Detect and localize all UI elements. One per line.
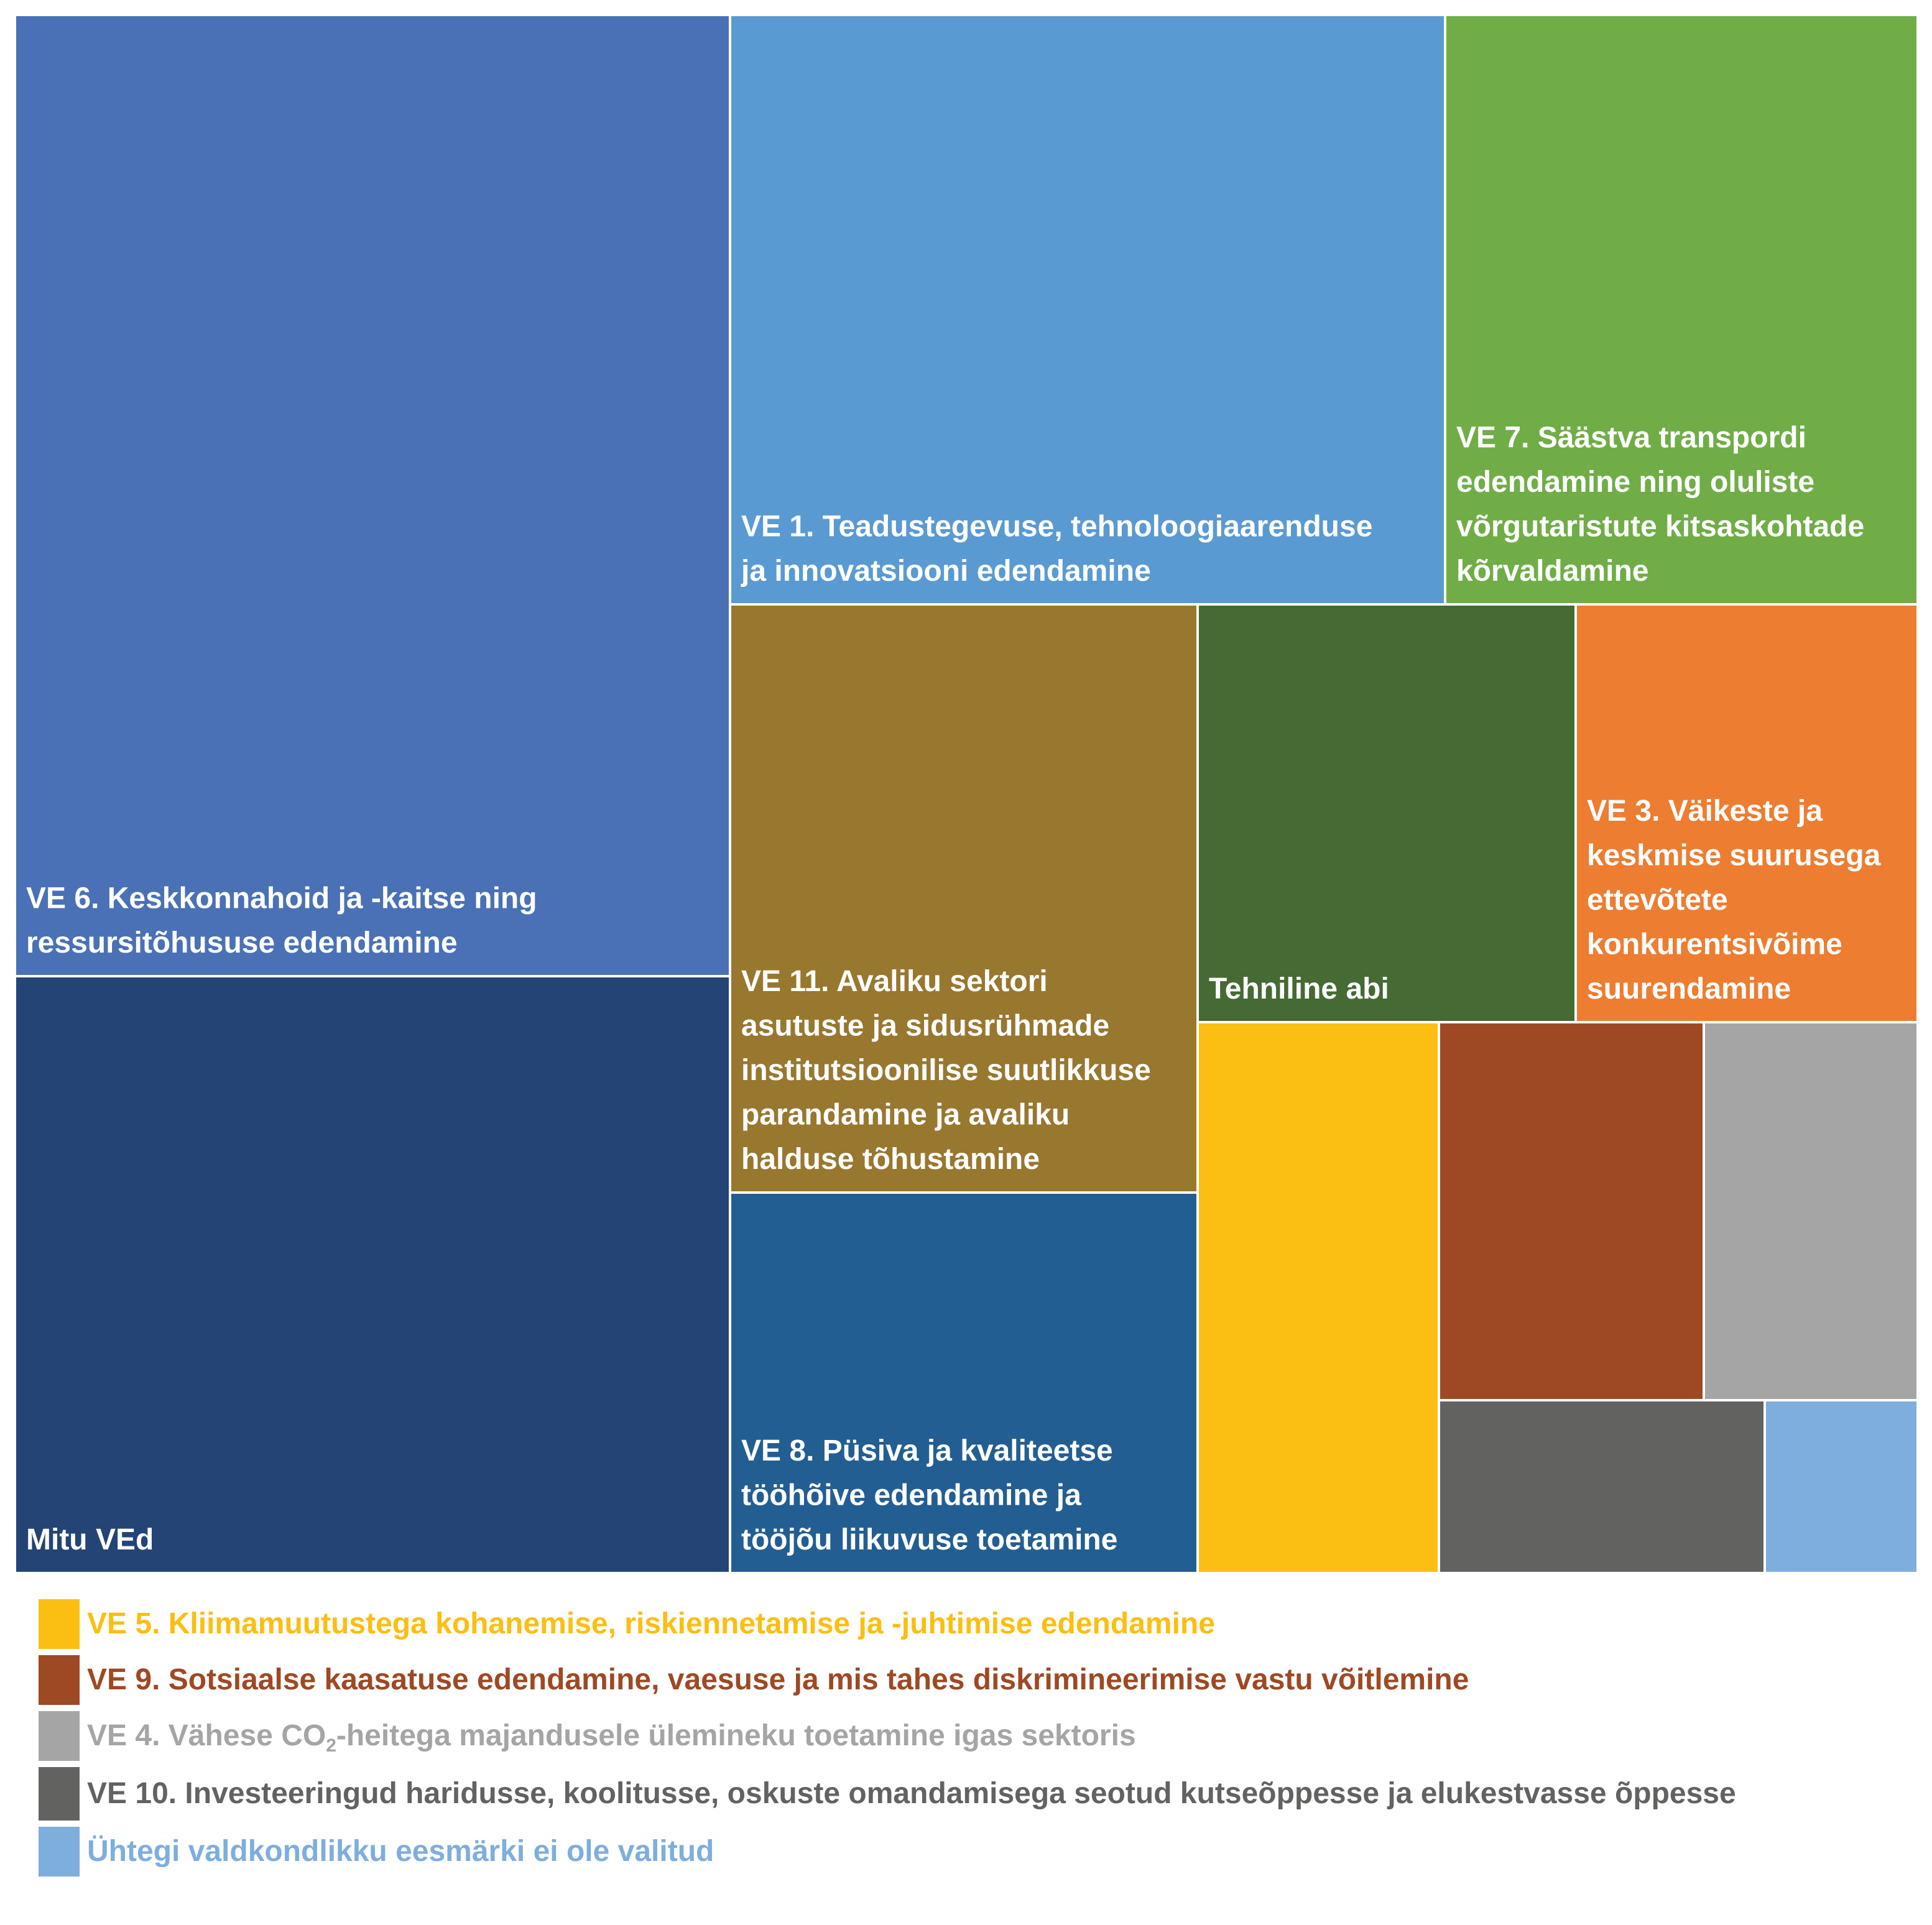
treemap-tiles xyxy=(14,14,1919,1574)
legend-swatch-ve5 xyxy=(39,1599,80,1649)
treemap-labels: VE 6. Keskkonnahoid ja -kaitse ning ressu… xyxy=(26,422,1881,1557)
legend-item-none: Ühtegi valdkondlikku eesmärki ei ole val… xyxy=(39,1827,1879,1877)
tile-none xyxy=(1763,1399,1919,1574)
tile-label-line: suurendamine xyxy=(1587,972,1791,1005)
tile-label-line: ressursitõhususe edendamine xyxy=(26,926,458,959)
tile-label-line: VE 6. Keskkonnahoid ja -kaitse ning xyxy=(26,882,537,915)
legend-item-ve4: VE 4. Vähese CO2-heitega majandusele üle… xyxy=(39,1711,1879,1761)
legend-label-ve5: VE 5. Kliimamuutustega kohanemise, riski… xyxy=(87,1607,1215,1640)
tile-label-line: parandamine ja avaliku xyxy=(741,1099,1070,1132)
tile-label-line: edendamine ning oluliste xyxy=(1456,466,1814,499)
tile-ve4 xyxy=(1703,1021,1919,1401)
tile-ve3 xyxy=(1574,603,1919,1023)
tile-label-line: ja innovatsiooni edendamine xyxy=(741,555,1151,588)
tile-ve1 xyxy=(729,14,1446,606)
tile-label-ve3: VE 3. Väikeste ja keskmise suurusega ettev… xyxy=(1587,795,1881,1005)
tile-label-line: tööhõive edendamine ja xyxy=(741,1479,1081,1512)
tile-label-line: Mitu VEd xyxy=(26,1523,154,1556)
tile-label-line: halduse tõhustamine xyxy=(741,1143,1040,1176)
tile-label-line: keskmise suurusega xyxy=(1587,839,1881,872)
tile-label-ve8: VE 8. Püsiva ja kvaliteetse tööhõive eden… xyxy=(741,1434,1117,1556)
legend: VE 5. Kliimamuutustega kohanemise, riski… xyxy=(39,1599,1879,1883)
legend-swatch-ve10 xyxy=(39,1767,80,1821)
tile-mitu xyxy=(14,975,731,1574)
tile-label-line: VE 3. Väikeste ja xyxy=(1587,795,1823,828)
legend-swatch-ve9 xyxy=(39,1655,80,1705)
tile-label-line: VE 11. Avaliku sektori xyxy=(741,965,1048,998)
treemap-chart: VE 6. Keskkonnahoid ja -kaitse ning ressu… xyxy=(14,14,1919,1574)
tile-label-line: kõrvaldamine xyxy=(1456,555,1648,588)
tile-ve7 xyxy=(1444,14,1919,606)
tile-label-line: VE 7. Säästva transpordi xyxy=(1456,422,1806,455)
legend-label-ve4-part1: VE 4. Vähese CO xyxy=(87,1719,326,1752)
legend-item-ve9: VE 9. Sotsiaalse kaasatuse edendamine, v… xyxy=(39,1655,1879,1705)
tile-label-mitu: Mitu VEd xyxy=(26,1523,154,1556)
tile-label-ta: Tehniline abi xyxy=(1209,972,1389,1005)
tile-label-line: võrgutaristute kitsaskohtade xyxy=(1456,510,1864,543)
tile-label-line: konkurentsivõime xyxy=(1587,928,1842,961)
legend-label-ve9: VE 9. Sotsiaalse kaasatuse edendamine, v… xyxy=(87,1663,1469,1696)
legend-label-none: Ühtegi valdkondlikku eesmärki ei ole val… xyxy=(87,1835,714,1868)
tile-label-line: tööjõu liikuvuse toetamine xyxy=(741,1523,1117,1556)
legend-label-ve4-part2: -heitega majandusele ülemineku toetamine… xyxy=(336,1719,1136,1752)
legend-label-ve10: VE 10. Investeeringud haridusse, koolitu… xyxy=(87,1777,1736,1810)
tile-ve10 xyxy=(1438,1399,1766,1574)
tile-label-line: ettevõtete xyxy=(1587,884,1728,916)
tile-ve11 xyxy=(729,603,1199,1194)
tile-label-line: asutuste ja sidusrühmade xyxy=(741,1010,1109,1043)
legend-label-ve4-subscript: 2 xyxy=(326,1735,336,1756)
tile-label-line: VE 1. Teadustegevuse, tehnoloogiaarendus… xyxy=(741,510,1372,543)
tile-label-ve11: VE 11. Avaliku sektori asutuste ja sidusr… xyxy=(741,965,1151,1176)
tile-label-ve1: VE 1. Teadustegevuse, tehnoloogiaarendus… xyxy=(741,510,1372,588)
tile-label-ve6: VE 6. Keskkonnahoid ja -kaitse ning ressu… xyxy=(26,882,537,960)
tile-ve9 xyxy=(1438,1021,1705,1401)
tile-ve6 xyxy=(14,14,731,977)
tile-ta xyxy=(1196,603,1577,1023)
legend-label-ve4: VE 4. Vähese CO2-heitega majandusele üle… xyxy=(87,1719,1136,1755)
tile-ve5 xyxy=(1196,1021,1440,1574)
tile-label-line: VE 8. Püsiva ja kvaliteetse xyxy=(741,1434,1113,1467)
tile-label-line: institutsioonilise suutlikkuse xyxy=(741,1054,1151,1087)
tile-label-ve7: VE 7. Säästva transpordi edendamine ning … xyxy=(1456,422,1864,588)
legend-swatch-none xyxy=(39,1827,80,1877)
legend-swatch-ve4 xyxy=(39,1711,80,1761)
legend-item-ve5: VE 5. Kliimamuutustega kohanemise, riski… xyxy=(39,1599,1879,1649)
tile-ve8 xyxy=(729,1191,1199,1574)
tile-label-line: Tehniline abi xyxy=(1209,972,1389,1005)
legend-item-ve10: VE 10. Investeeringud haridusse, koolitu… xyxy=(39,1767,1879,1821)
